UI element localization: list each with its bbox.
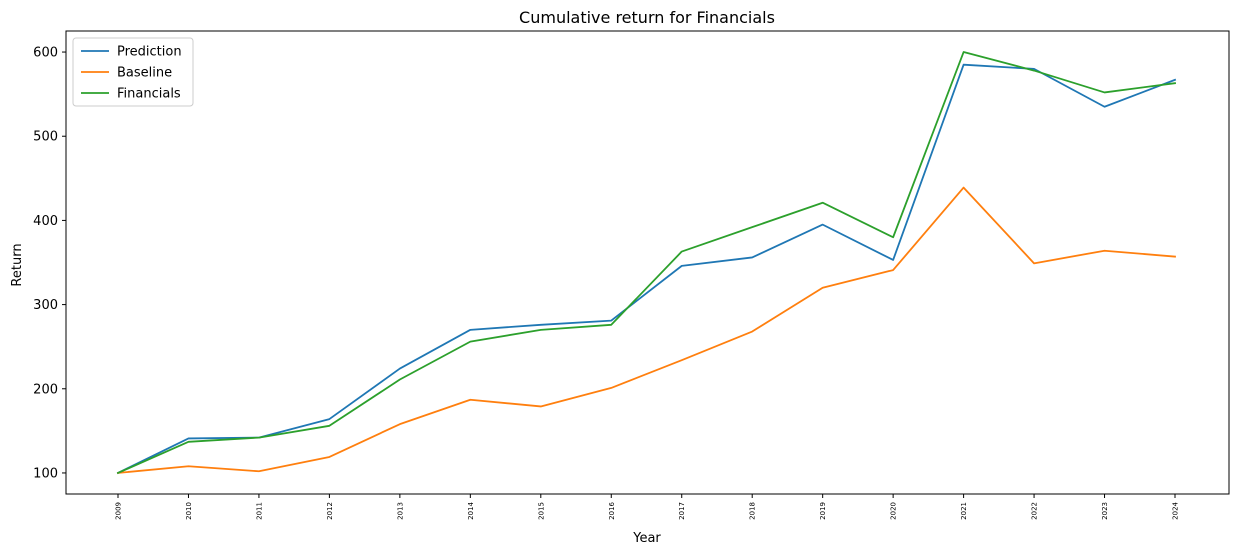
x-tick-label: 2015 bbox=[537, 502, 545, 520]
series-line-prediction bbox=[116, 63, 1177, 475]
chart-title: Cumulative return for Financials bbox=[519, 8, 775, 27]
legend-label-prediction: Prediction bbox=[117, 45, 182, 60]
legend-box bbox=[72, 37, 194, 107]
series-line-financials bbox=[116, 51, 1177, 475]
plot-area: 100 200 300 400 500 600 2009 2010 2011 2012 2013 20… bbox=[33, 30, 1230, 520]
y-tick-label: 100 bbox=[33, 466, 58, 481]
x-tick-label: 2012 bbox=[326, 502, 334, 520]
series-line-baseline bbox=[117, 186, 1176, 474]
x-tick-label: 2017 bbox=[678, 502, 686, 520]
x-tick-label: 2020 bbox=[890, 502, 898, 520]
y-tick-label: 400 bbox=[33, 214, 58, 229]
x-tick-label: 2016 bbox=[608, 501, 616, 519]
x-tick-label: 2021 bbox=[960, 502, 968, 520]
x-tick-label: 2011 bbox=[255, 502, 263, 520]
legend-label-baseline: Baseline bbox=[117, 66, 172, 81]
y-axis-label: Return bbox=[10, 243, 25, 286]
legend-label-financials: Financials bbox=[117, 87, 181, 102]
y-tick-label: 300 bbox=[33, 298, 58, 313]
plot-frame bbox=[65, 30, 1230, 495]
x-tick-label: 2024 bbox=[1172, 501, 1180, 519]
y-tick-label: 500 bbox=[33, 130, 58, 145]
x-axis-label: Year bbox=[632, 531, 661, 546]
y-tick-label: 200 bbox=[33, 382, 58, 397]
x-tick-label: 2022 bbox=[1031, 502, 1039, 520]
x-tick-label: 2010 bbox=[185, 502, 193, 520]
x-tick-label: 2018 bbox=[749, 502, 757, 520]
x-tick-label: 2014 bbox=[467, 501, 475, 519]
x-tick-label: 2009 bbox=[115, 502, 123, 520]
x-tick-label: 2019 bbox=[819, 502, 827, 520]
x-tick-label: 2023 bbox=[1101, 502, 1109, 520]
x-tick-label: 2013 bbox=[396, 502, 404, 520]
y-tick-label: 600 bbox=[33, 46, 58, 61]
